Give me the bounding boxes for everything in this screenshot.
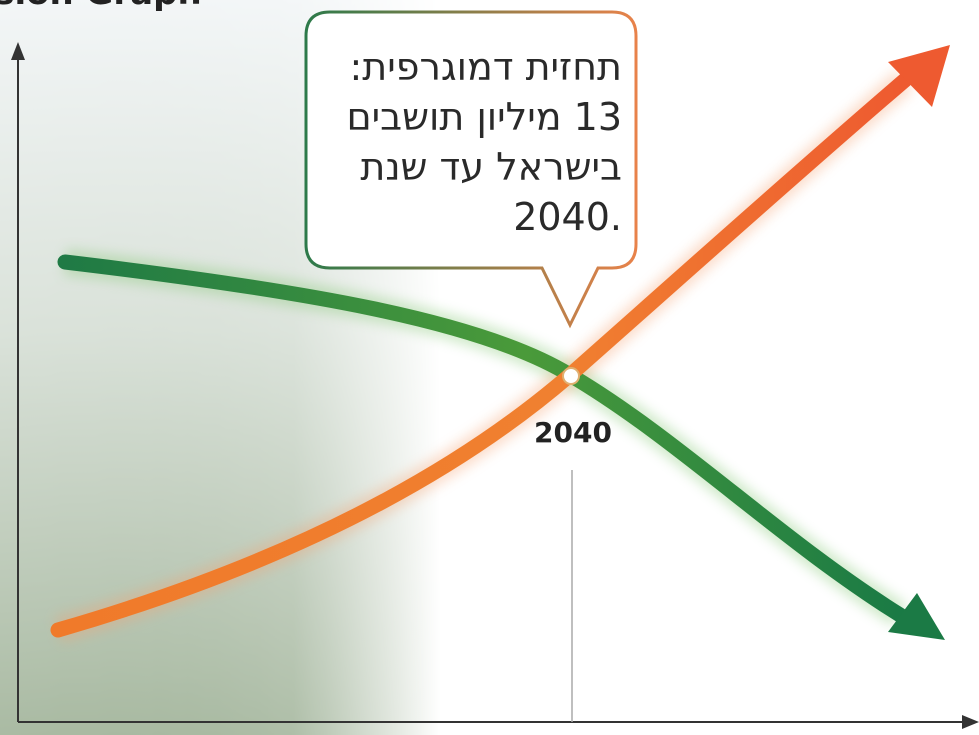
- page: {"header": {"title": "nsion Graph"}, "ca…: [0, 0, 979, 735]
- callout-line: .2040: [513, 195, 622, 239]
- callout-line: בישראל עד שנת: [360, 145, 622, 189]
- year-label: 2040: [534, 416, 612, 449]
- title: nsion Graph: [0, 0, 202, 13]
- callout-line: 13 מיליון תושבים: [346, 95, 622, 139]
- callout-line: תחזית דמוגרפית:: [349, 45, 622, 89]
- intersection-point: [563, 368, 579, 384]
- infographic: nsion Graph 2040 תחזית דמוגרפית: 13 מילי…: [0, 0, 979, 735]
